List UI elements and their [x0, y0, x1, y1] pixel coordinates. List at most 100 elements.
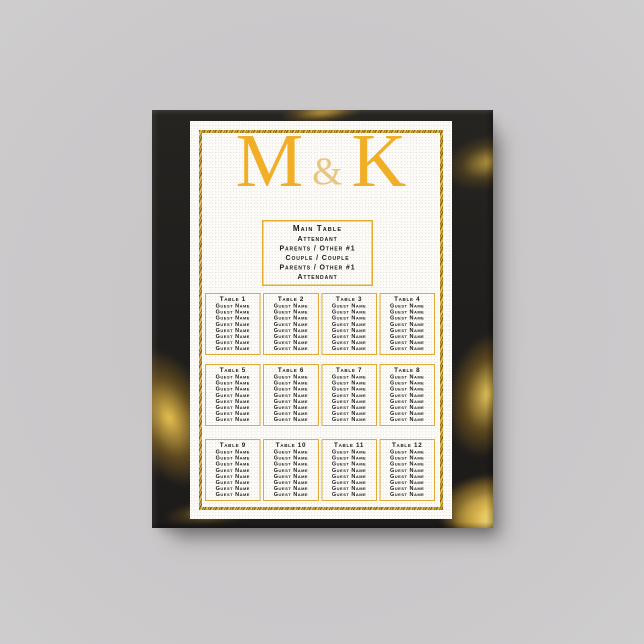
table-label: Table 3 [335, 295, 363, 303]
head-table-box: Main Table Attendant Parents / Other #1 Co… [262, 220, 373, 286]
table-card: Table 6 Guest Name Guest Name Guest Name Gue… [263, 364, 319, 426]
monogram-initial-right: K [351, 119, 407, 203]
guest-name: Guest Name [331, 449, 367, 455]
guest-name: Guest Name [273, 473, 309, 480]
table-card: Table 11 Guest Name Guest Name Guest Name Gu… [321, 439, 377, 501]
guest-name: Guest Name [331, 339, 367, 346]
guest-name: Guest Name [331, 374, 367, 380]
guest-name: Guest Name [390, 479, 425, 486]
guest-name: Guest Name [390, 416, 425, 423]
monogram-ampersand: & [312, 150, 343, 193]
guest-name: Guest Name [215, 467, 250, 474]
guest-name: Guest Name [331, 461, 367, 468]
guest-name: Guest Name [215, 398, 250, 405]
table-label: Table 1 [219, 295, 246, 303]
guest-name: Guest Name [390, 485, 425, 492]
guest-name: Guest Name [331, 410, 367, 417]
guest-name: Guest Name [273, 449, 309, 455]
table-label: Table 8 [394, 366, 421, 374]
guest-name: Guest Name [390, 309, 425, 316]
guest-name: Guest Name [215, 333, 250, 340]
guest-name: Guest Name [273, 491, 309, 498]
guest-name: Guest Name [331, 416, 367, 423]
guest-name: Guest Name [215, 315, 250, 322]
gold-glitter-frame [199, 130, 443, 510]
guest-name: Guest Name [215, 386, 250, 393]
guest-name: Guest Name [390, 392, 425, 399]
table-card: Table 1 Guest Name Guest Name Guest Name Gue… [205, 293, 261, 355]
guest-name: Guest Name [273, 392, 309, 399]
guest-name: Guest Name [215, 321, 250, 328]
guest-name: Guest Name [390, 398, 425, 405]
guest-name: Guest Name [390, 345, 425, 352]
guest-name: Guest Name [273, 386, 309, 393]
tables-row-1: Table 1 Guest Name Guest Name Guest Name Gue… [205, 293, 435, 355]
canvas-print-preview[interactable]: M & K Main Table Attendant Parents / Othe… [152, 110, 493, 528]
guest-name: Guest Name [215, 345, 250, 352]
head-table-line: Attendant [297, 234, 338, 243]
guest-name: Guest Name [215, 339, 250, 346]
guest-name: Guest Name [273, 303, 309, 309]
table-label: Table 10 [275, 441, 307, 449]
guest-name: Guest Name [331, 473, 367, 480]
guest-name: Guest Name [331, 327, 367, 334]
guest-name: Guest Name [215, 473, 250, 480]
guest-name: Guest Name [215, 309, 250, 316]
guest-name: Guest Name [331, 392, 367, 399]
guest-name: Guest Name [331, 479, 367, 486]
guest-name: Guest Name [390, 315, 425, 322]
guest-name: Guest Name [273, 309, 309, 316]
table-label: Table 7 [335, 366, 363, 374]
table-card: Table 12 Guest Name Guest Name Guest Name Gu… [379, 439, 435, 501]
guest-name: Guest Name [331, 380, 367, 387]
guest-name: Guest Name [215, 491, 250, 498]
guest-name: Guest Name [390, 491, 425, 498]
table-card: Table 5 Guest Name Guest Name Guest Name Gue… [205, 364, 261, 426]
guest-name: Guest Name [331, 309, 367, 316]
seating-chart-sheet: M & K Main Table Attendant Parents / Othe… [190, 121, 452, 519]
guest-name: Guest Name [273, 404, 309, 411]
guest-name: Guest Name [273, 339, 309, 346]
guest-name: Guest Name [331, 491, 367, 498]
guest-name: Guest Name [390, 410, 425, 417]
guest-name: Guest Name [273, 374, 309, 380]
table-card: Table 7 Guest Name Guest Name Guest Name Gue… [321, 364, 377, 426]
guest-name: Guest Name [273, 398, 309, 405]
tables-row-2: Table 5 Guest Name Guest Name Guest Name Gue… [205, 364, 435, 426]
guest-name: Guest Name [215, 479, 250, 486]
guest-name: Guest Name [215, 404, 250, 411]
table-card: Table 9 Guest Name Guest Name Guest Name Gue… [205, 439, 261, 501]
guest-name: Guest Name [331, 303, 367, 309]
guest-name: Guest Name [215, 303, 250, 309]
guest-name: Guest Name [273, 321, 309, 328]
guest-name: Guest Name [215, 455, 250, 462]
guest-name: Guest Name [215, 374, 250, 380]
guest-name: Guest Name [273, 467, 309, 474]
head-table-line: Attendant [297, 272, 338, 281]
guest-name: Guest Name [390, 380, 425, 387]
table-label: Table 5 [219, 366, 246, 374]
guest-name: Guest Name [273, 315, 309, 322]
table-card: Table 2 Guest Name Guest Name Guest Name Gue… [263, 293, 319, 355]
head-table-line: Couple / Couple [285, 253, 350, 262]
guest-name: Guest Name [390, 386, 425, 393]
guest-name: Guest Name [331, 467, 367, 474]
guest-name: Guest Name [331, 321, 367, 328]
monogram: M & K [190, 123, 452, 199]
guest-name: Guest Name [390, 333, 425, 340]
guest-name: Guest Name [331, 455, 367, 462]
table-card: Table 10 Guest Name Guest Name Guest Name Gu… [263, 439, 319, 501]
guest-name: Guest Name [390, 404, 425, 411]
guest-name: Guest Name [331, 345, 367, 352]
guest-name: Guest Name [273, 455, 309, 462]
guest-name: Guest Name [215, 485, 250, 492]
guest-name: Guest Name [390, 321, 425, 328]
guest-name: Guest Name [273, 345, 309, 352]
guest-name: Guest Name [273, 380, 309, 387]
guest-name: Guest Name [273, 416, 309, 423]
guest-name: Guest Name [215, 449, 250, 455]
table-label: Table 9 [219, 441, 246, 449]
table-label: Table 11 [334, 441, 365, 449]
seating-chart-content: M & K Main Table Attendant Parents / Othe… [190, 121, 452, 519]
table-label: Table 2 [277, 295, 305, 303]
